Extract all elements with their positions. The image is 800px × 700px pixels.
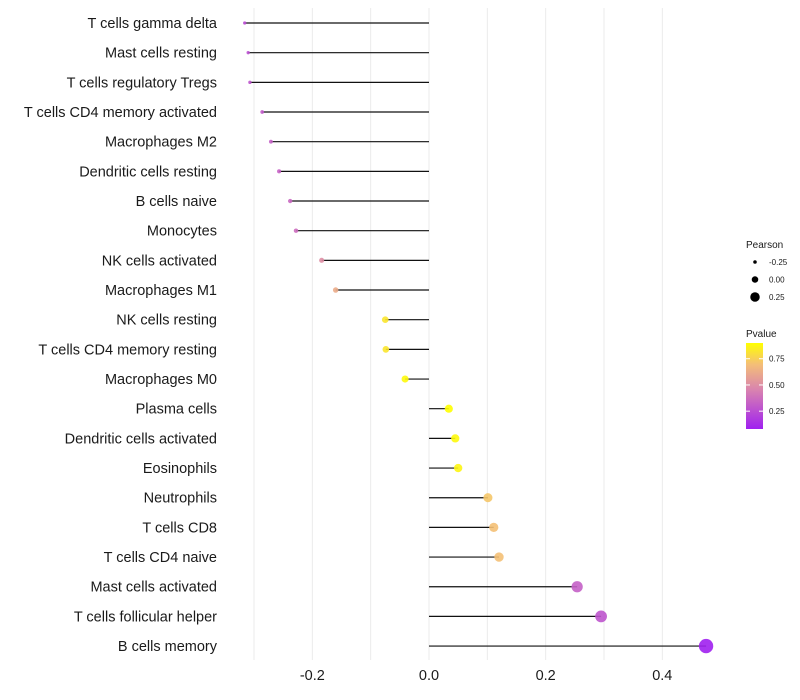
y-axis-label: T cells regulatory Tregs <box>67 75 217 91</box>
x-tick-label: 0.2 <box>536 668 556 684</box>
lollipop-point <box>268 139 273 144</box>
lollipop-point <box>451 434 460 443</box>
y-axis-label: Monocytes <box>147 224 217 240</box>
y-axis-label: Dendritic cells resting <box>79 164 217 180</box>
size-legend: -0.25 0.00 0.25 <box>750 258 788 302</box>
color-bar <box>746 343 763 429</box>
lollipop-point <box>277 169 282 174</box>
y-axis-label: Macrophages M2 <box>105 135 217 151</box>
size-legend-key <box>751 276 759 283</box>
lollipop-point <box>288 198 293 204</box>
lollipop-point <box>248 80 252 85</box>
x-tick-label: 0.0 <box>419 668 439 684</box>
y-axis-label: Plasma cells <box>136 402 217 418</box>
lollipop-point <box>489 522 499 533</box>
y-axis-label: NK cells resting <box>116 313 217 329</box>
lollipop-point <box>293 228 299 233</box>
color-legend-ticks: 0.75 0.50 0.25 <box>746 355 785 416</box>
y-axis-label: T cells CD8 <box>142 520 217 536</box>
y-axis-label: Macrophages M1 <box>105 283 217 299</box>
y-axis-label: T cells CD4 memory resting <box>38 342 217 358</box>
y-axis-label: B cells memory <box>118 639 218 655</box>
y-axis-label: NK cells activated <box>102 253 217 269</box>
y-axis-label: Mast cells resting <box>105 46 217 62</box>
lollipop-point <box>595 610 607 623</box>
y-axis-label: B cells naive <box>136 194 217 210</box>
y-axis-label: T cells CD4 memory activated <box>24 105 217 121</box>
lollipop-point <box>260 110 265 114</box>
lollipop-point <box>453 463 463 473</box>
color-legend-label: 0.25 <box>769 407 785 416</box>
lollipop-point <box>319 257 325 263</box>
lollipop-point <box>246 51 250 55</box>
legend: Pearson -0.25 0.00 0.25 Pvalue 0.75 0.50 0.2… <box>746 240 788 429</box>
size-legend-label: 0.25 <box>769 293 785 302</box>
y-axis-label: T cells gamma delta <box>88 16 218 32</box>
y-axis-label: T cells follicular helper <box>74 609 217 625</box>
lollipop-points <box>243 21 714 654</box>
lollipop-point <box>444 404 453 413</box>
gridlines <box>253 8 663 660</box>
size-legend-label: -0.25 <box>769 258 788 267</box>
y-axis-label: Dendritic cells activated <box>65 431 217 447</box>
y-axis-label: Macrophages M0 <box>105 372 217 388</box>
x-tick-label: 0.4 <box>652 668 672 684</box>
lollipop-point <box>698 638 714 654</box>
y-axis-label: T cells CD4 naive <box>104 550 217 566</box>
color-legend-label: 0.75 <box>769 355 785 364</box>
lollipop-point <box>382 346 390 353</box>
lollipop-stems <box>244 22 707 647</box>
x-tick-label: -0.2 <box>300 668 325 684</box>
size-legend-key <box>753 260 757 264</box>
lollipop-point <box>483 493 493 503</box>
size-legend-key <box>750 292 760 302</box>
x-axis-ticks: -0.2 0.0 0.2 0.4 <box>300 668 673 684</box>
size-legend-title: Pearson <box>746 240 783 251</box>
lollipop-point <box>571 581 583 593</box>
y-axis-labels: T cells gamma delta Mast cells resting T c… <box>24 16 218 655</box>
lollipop-point <box>381 316 389 324</box>
lollipop-point <box>494 552 504 562</box>
lollipop-point <box>401 375 409 383</box>
color-legend-title: Pvalue <box>746 329 777 340</box>
y-axis-label: Eosinophils <box>143 461 217 477</box>
y-axis-label: Mast cells activated <box>90 580 217 596</box>
y-axis-label: Neutrophils <box>144 491 217 507</box>
lollipop-point <box>332 287 339 293</box>
color-legend-label: 0.50 <box>769 381 785 390</box>
lollipop-point <box>243 21 247 25</box>
size-legend-label: 0.00 <box>769 276 785 285</box>
